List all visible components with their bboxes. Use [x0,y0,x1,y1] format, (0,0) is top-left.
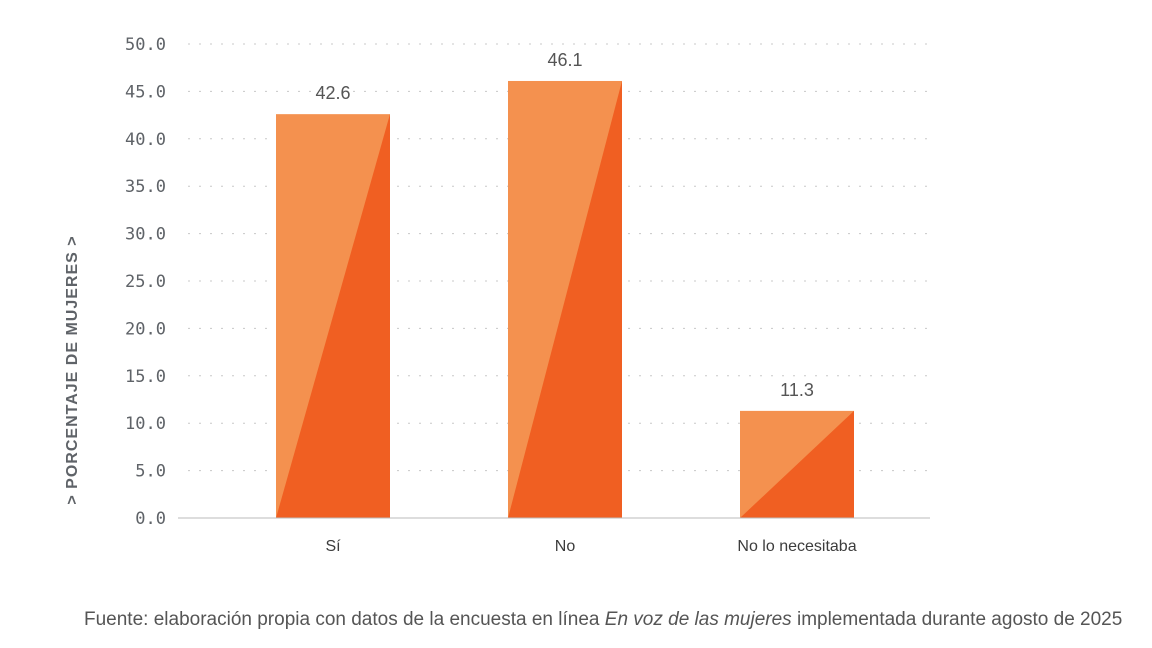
bar-chart: 0.0 5.0 10.0 15.0 20.0 25.0 30.0 35.0 40.0 45.0 50… [64,35,930,555]
y-tick-label: 10.0 [125,414,166,434]
x-tick-label: Sí [325,538,341,555]
y-tick-label: 15.0 [125,367,166,387]
bar-shade [740,410,854,518]
y-tick-label: 5.0 [135,462,166,482]
source-suffix: implementada durante agosto de 2025 [791,609,1123,630]
x-tick-label: No [555,538,576,555]
x-tick-label: No lo necesitaba [737,538,856,555]
y-tick-label: 40.0 [125,130,166,150]
y-tick-label: 20.0 [125,319,166,339]
data-label: 42.6 [315,83,350,103]
y-tick-label: 30.0 [125,225,166,245]
bar-shade [508,80,622,519]
bar-shade [276,114,390,518]
y-axis-label: > PORCENTAJE DE MUJERES > [64,235,81,504]
y-tick-label: 0.0 [135,509,166,529]
y-tick-label: 25.0 [125,272,166,292]
source-prefix: Fuente: elaboración propia con datos de … [84,609,605,630]
y-tick-label: 45.0 [125,82,166,102]
data-label: 46.1 [547,50,582,70]
y-tick-label: 35.0 [125,177,166,197]
y-tick-label: 50.0 [125,35,166,55]
data-label: 11.3 [780,380,814,400]
source-italic: En voz de las mujeres [604,609,792,630]
source-note: Fuente: elaboración propia con datos de … [84,603,1144,637]
